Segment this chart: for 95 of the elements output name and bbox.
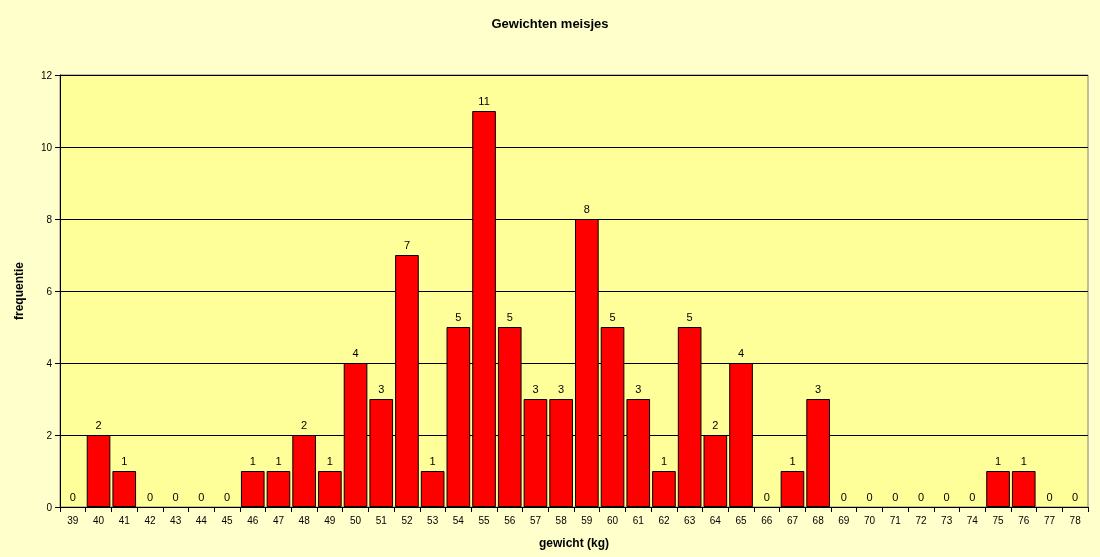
y-tick-label: 12	[40, 69, 53, 81]
x-tick-label: 72	[915, 514, 927, 526]
x-tick-label: 56	[504, 514, 516, 526]
data-label: 4	[737, 346, 745, 359]
bar	[1011, 471, 1036, 507]
x-tick-label: 76	[1018, 514, 1030, 526]
y-tick-label: 0	[46, 501, 53, 513]
data-label: 1	[121, 454, 128, 467]
data-label: 1	[789, 454, 796, 467]
data-label: 1	[429, 454, 436, 467]
x-tick-label: 64	[709, 514, 722, 526]
data-label: 3	[815, 382, 822, 395]
x-tick-label: 52	[401, 514, 413, 526]
data-label: 0	[172, 490, 179, 503]
x-tick-label: 44	[195, 514, 208, 526]
data-label: 1	[1020, 454, 1027, 467]
data-label: 0	[892, 490, 899, 503]
data-label: 2	[301, 418, 308, 431]
data-label: 3	[635, 382, 642, 395]
bar	[780, 471, 805, 507]
x-tick-label: 67	[786, 514, 799, 526]
y-tick-label: 2	[46, 429, 53, 441]
x-tick-label: 45	[221, 514, 234, 526]
data-label: 0	[198, 490, 205, 503]
x-tick-label: 62	[658, 514, 670, 526]
x-tick-label: 42	[144, 514, 156, 526]
x-tick-label: 58	[555, 514, 568, 526]
x-tick-label: 47	[272, 514, 285, 526]
x-tick-label: 57	[529, 514, 542, 526]
data-label: 0	[866, 490, 873, 503]
bar	[318, 471, 342, 507]
data-label: 1	[275, 454, 282, 467]
data-label: 0	[969, 490, 976, 503]
data-label: 0	[146, 490, 154, 503]
data-label: 2	[95, 418, 102, 431]
x-tick-label: 46	[247, 514, 259, 526]
x-tick-label: 74	[966, 514, 979, 526]
data-label: 0	[1046, 490, 1053, 503]
x-tick-label: 54	[452, 514, 465, 526]
data-label: 2	[712, 418, 719, 431]
data-label: 5	[686, 310, 693, 323]
x-tick-label: 59	[581, 514, 593, 526]
x-tick-label: 77	[1043, 514, 1056, 526]
data-label: 1	[994, 454, 1002, 467]
y-tick-label: 6	[46, 285, 53, 297]
x-tick-label: 66	[761, 514, 773, 526]
data-label: 0	[1072, 490, 1079, 503]
data-label: 0	[840, 490, 847, 503]
data-label: 5	[609, 310, 616, 323]
data-label: 0	[69, 490, 76, 503]
x-tick-label: 68	[812, 514, 825, 526]
data-label: 5	[506, 310, 513, 323]
x-tick-label: 50	[349, 514, 362, 526]
x-tick-label: 55	[478, 514, 491, 526]
bar	[652, 471, 676, 507]
x-tick-label: 70	[863, 514, 876, 526]
x-tick-label: 43	[170, 514, 182, 526]
x-tick-label: 39	[67, 514, 79, 526]
y-axis-title: frequentie	[12, 261, 26, 321]
data-label: 0	[763, 490, 770, 503]
data-label: 3	[532, 382, 539, 395]
y-tick-label: 10	[40, 141, 53, 153]
x-tick-label: 63	[684, 514, 696, 526]
x-tick-label: 41	[118, 514, 131, 526]
data-label: 3	[378, 382, 385, 395]
x-tick-label: 65	[735, 514, 748, 526]
x-tick-label: 75	[992, 514, 1005, 526]
bar	[986, 471, 1010, 507]
y-tick-label: 4	[46, 357, 53, 369]
x-tick-label: 53	[427, 514, 439, 526]
x-tick-label: 51	[375, 514, 388, 526]
y-tick-label: 8	[46, 213, 53, 225]
data-label: 5	[455, 310, 462, 323]
x-tick-label: 49	[324, 514, 336, 526]
x-tick-label: 71	[889, 514, 902, 526]
data-label: 8	[583, 202, 590, 215]
data-label: 0	[917, 490, 925, 503]
data-label: 1	[660, 454, 668, 467]
data-label: 7	[403, 238, 411, 251]
x-tick-label: 40	[92, 514, 105, 526]
chart-title: Gewichten meisjes	[491, 16, 609, 31]
data-label: 11	[478, 94, 490, 107]
data-label: 3	[558, 382, 565, 395]
x-tick-label: 78	[1069, 514, 1082, 526]
x-tick-label: 48	[298, 514, 311, 526]
x-tick-label: 61	[632, 514, 645, 526]
data-label: 0	[223, 490, 231, 503]
x-tick-label: 73	[941, 514, 953, 526]
data-label: 1	[249, 454, 256, 467]
data-label: 0	[943, 490, 950, 503]
x-tick-label: 69	[838, 514, 850, 526]
x-axis-title: gewicht (kg)	[538, 536, 610, 550]
data-label: 4	[352, 346, 359, 359]
x-tick-label: 60	[606, 514, 619, 526]
data-label: 1	[326, 454, 333, 467]
